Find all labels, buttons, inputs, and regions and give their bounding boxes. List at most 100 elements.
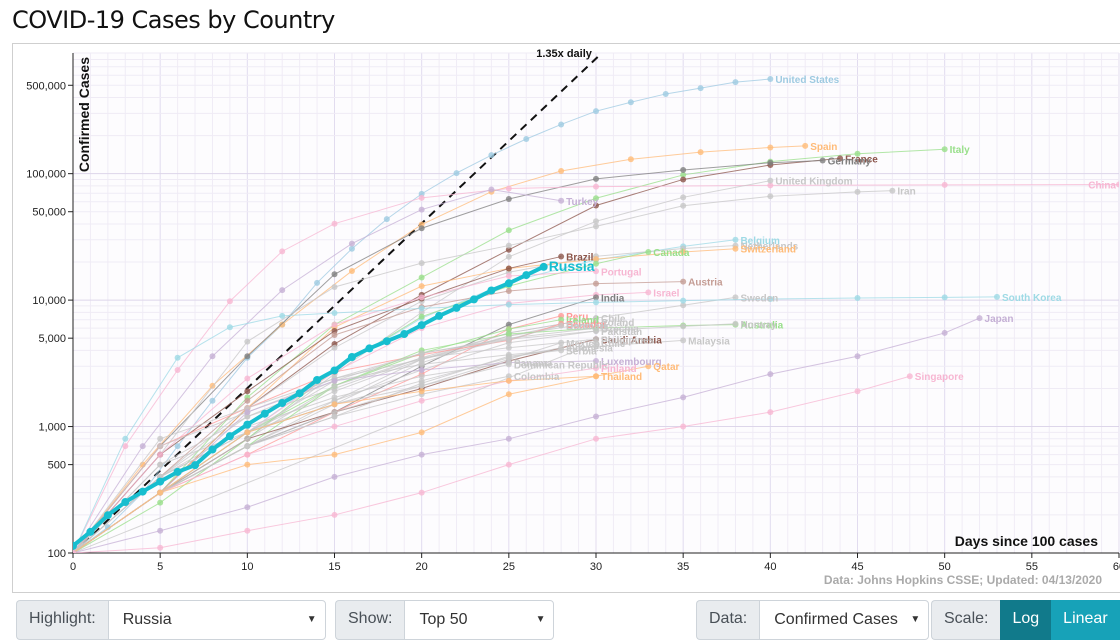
series-point [767, 159, 774, 166]
series-point [418, 489, 425, 496]
highlight-value: Russia [122, 611, 172, 628]
series-point [593, 202, 599, 209]
series-point [593, 268, 599, 275]
y-tick-label: 100,000 [26, 169, 66, 181]
series-label: Malaysia [688, 336, 730, 347]
chevron-down-icon: ▼ [306, 614, 317, 625]
series-point [680, 202, 687, 209]
series-label: Sweden [740, 293, 778, 304]
series-point [539, 262, 548, 271]
series-point [593, 108, 599, 115]
series-point [732, 236, 739, 243]
series-point [174, 443, 181, 450]
show-select[interactable]: Top 50 ▼ [404, 600, 555, 640]
series-point [331, 473, 338, 480]
series-point [452, 303, 461, 312]
series-point [244, 429, 251, 436]
series-point [505, 246, 512, 253]
series-point [941, 146, 948, 153]
series-point [122, 435, 129, 442]
series-label: China [1088, 181, 1116, 192]
series-point [347, 353, 356, 362]
series-point [906, 373, 913, 380]
series-label: India [601, 293, 625, 304]
series-label: Chile [601, 339, 626, 350]
data-select[interactable]: Confirmed Cases ▼ [759, 600, 930, 640]
series-point [645, 289, 652, 296]
series-point [837, 155, 844, 162]
series-point [313, 375, 322, 384]
series-point [627, 156, 634, 163]
series-point [645, 363, 652, 370]
series-label: South Korea [1002, 293, 1062, 304]
series-point [505, 361, 512, 368]
series-label: Ireland [566, 316, 599, 327]
series-point [418, 397, 425, 404]
series-line-malaysia [73, 339, 684, 553]
series-point [418, 373, 425, 380]
series-point [593, 299, 599, 306]
series-point [331, 331, 338, 338]
series-point [383, 216, 390, 223]
scale-linear-button[interactable]: Linear [1051, 600, 1120, 640]
series-point [418, 305, 425, 312]
series-point [295, 389, 304, 398]
series-point [191, 461, 200, 470]
series-label: Canada [653, 248, 690, 259]
series-point [593, 357, 599, 364]
series-point [418, 382, 425, 389]
series-point [593, 327, 599, 334]
y-tick-label: 50,000 [32, 207, 66, 219]
series-point [505, 265, 512, 272]
x-tick-label: 5 [157, 561, 163, 573]
series-point [103, 511, 112, 520]
series-point [680, 194, 687, 201]
series-label: Spain [810, 142, 837, 153]
series-point [593, 294, 599, 301]
series-point [854, 353, 861, 360]
series-point [279, 312, 286, 319]
series-point [505, 185, 512, 192]
series-point [593, 280, 599, 287]
y-tick-label: 100 [48, 548, 66, 560]
series-point [208, 445, 217, 454]
series-point [157, 499, 164, 506]
series-label: Norway [740, 320, 777, 331]
series-point [558, 197, 565, 204]
series-point [505, 242, 512, 249]
series-line-japan [73, 317, 980, 553]
series-point [487, 286, 496, 295]
y-tick-label: 1,000 [38, 422, 66, 434]
series-point [244, 397, 251, 404]
series-point [244, 413, 251, 420]
scale-toggle: Log Linear [1000, 600, 1120, 640]
series-point [558, 344, 565, 351]
series-point [400, 330, 409, 339]
x-tick-label: 35 [677, 561, 689, 573]
series-point [558, 167, 565, 174]
series-point [593, 365, 599, 372]
series-point [593, 183, 599, 190]
series-point [593, 319, 599, 326]
series-point [157, 451, 164, 458]
series-point [157, 527, 164, 534]
series-label: Russia [549, 258, 595, 274]
series-point [244, 388, 251, 395]
scale-log-button[interactable]: Log [1000, 600, 1052, 640]
series-point [157, 544, 164, 551]
series-point [209, 397, 216, 404]
series-point [680, 297, 687, 304]
series-label: Indonesia [566, 344, 613, 355]
series-point [156, 477, 165, 486]
series-point [767, 182, 774, 189]
series-point [122, 443, 129, 450]
series-label: Japan [985, 314, 1014, 325]
series-point [244, 353, 251, 360]
series-label: Peru [566, 312, 588, 323]
highlight-select[interactable]: Russia ▼ [107, 600, 326, 640]
series-point [244, 338, 251, 345]
series-point [505, 227, 512, 234]
series-point [331, 321, 338, 328]
series-label: France [845, 154, 878, 165]
series-point [278, 399, 287, 408]
